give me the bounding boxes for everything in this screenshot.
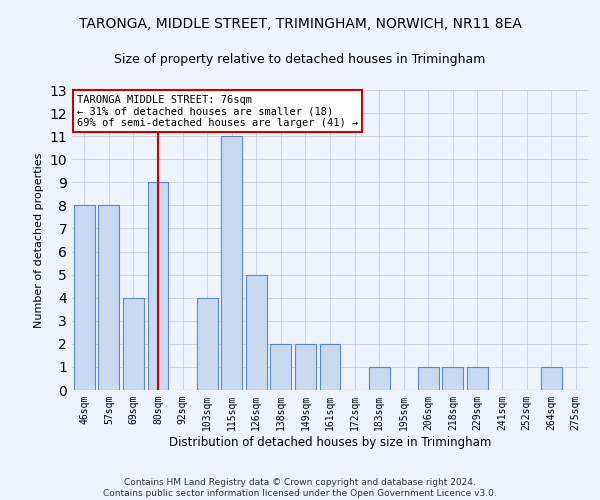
Bar (467, 367, 488, 390)
Bar (98, 206, 119, 390)
Bar (148, 182, 169, 390)
Text: TARONGA MIDDLE STREET: 76sqm
← 31% of detached houses are smaller (18)
69% of se: TARONGA MIDDLE STREET: 76sqm ← 31% of de… (77, 94, 358, 128)
Bar (197, 298, 218, 390)
Bar (271, 344, 292, 390)
Y-axis label: Number of detached properties: Number of detached properties (34, 152, 44, 328)
Bar (418, 367, 439, 390)
Bar (123, 298, 144, 390)
Bar (368, 367, 389, 390)
Text: Size of property relative to detached houses in Trimingham: Size of property relative to detached ho… (115, 52, 485, 66)
Text: TARONGA, MIDDLE STREET, TRIMINGHAM, NORWICH, NR11 8EA: TARONGA, MIDDLE STREET, TRIMINGHAM, NORW… (79, 18, 521, 32)
Bar (246, 274, 267, 390)
X-axis label: Distribution of detached houses by size in Trimingham: Distribution of detached houses by size … (169, 436, 491, 448)
Bar (221, 136, 242, 390)
Bar (295, 344, 316, 390)
Bar (541, 367, 562, 390)
Bar (442, 367, 463, 390)
Bar (74, 206, 95, 390)
Bar (320, 344, 340, 390)
Text: Contains HM Land Registry data © Crown copyright and database right 2024.
Contai: Contains HM Land Registry data © Crown c… (103, 478, 497, 498)
